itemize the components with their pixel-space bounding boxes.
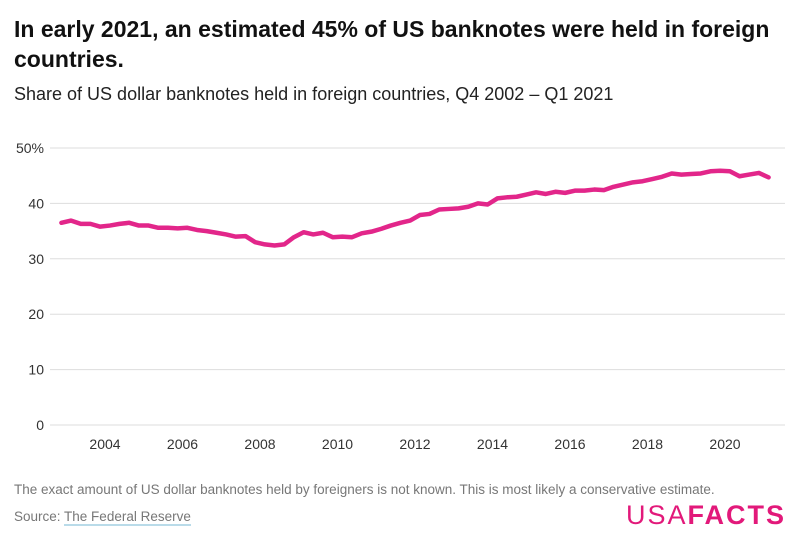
x-tick-label: 2006 — [167, 436, 198, 452]
usafacts-logo: USAFACTS — [625, 500, 786, 530]
y-tick-label: 20 — [28, 306, 44, 322]
y-tick-label: 50% — [16, 140, 44, 156]
x-tick-label: 2008 — [244, 436, 275, 452]
x-tick-label: 2020 — [709, 436, 740, 452]
x-tick-label: 2016 — [554, 436, 585, 452]
x-tick-label: 2010 — [322, 436, 353, 452]
y-tick-label: 30 — [28, 251, 44, 267]
y-tick-label: 40 — [28, 195, 44, 211]
chart-title: In early 2021, an estimated 45% of US ba… — [14, 16, 770, 72]
line-chart: 0 10 20 30 40 50% 2004 2006 2008 2010 2012 2014 2016… — [16, 140, 785, 452]
series-line — [59, 168, 771, 248]
x-tick-label: 2004 — [89, 436, 120, 452]
source-line: Source: The Federal Reserve — [14, 509, 191, 526]
y-tick-label: 10 — [28, 362, 44, 378]
x-tick-label: 2018 — [632, 436, 663, 452]
source-link[interactable]: The Federal Reserve — [64, 509, 191, 526]
footnote: The exact amount of US dollar banknotes … — [14, 482, 715, 497]
chart-subtitle: Share of US dollar banknotes held in for… — [14, 84, 614, 104]
source-label: Source: — [14, 509, 61, 524]
y-tick-label: 0 — [36, 417, 44, 433]
x-tick-label: 2012 — [399, 436, 430, 452]
x-tick-label: 2014 — [477, 436, 508, 452]
